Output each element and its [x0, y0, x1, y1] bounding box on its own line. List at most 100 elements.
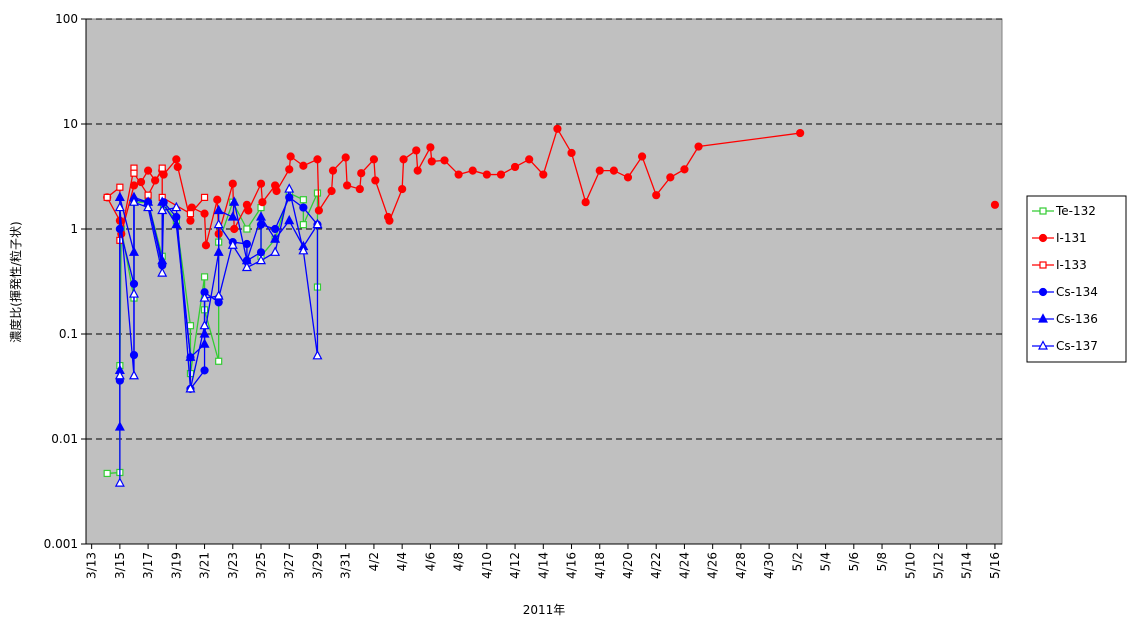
x-tick-label: 4/8 — [452, 552, 466, 571]
marker — [157, 267, 168, 277]
legend-label: Te-132 — [1055, 204, 1096, 218]
marker — [272, 186, 281, 196]
marker — [412, 146, 421, 155]
y-tick-label: 1 — [70, 222, 78, 236]
marker — [258, 198, 267, 207]
marker — [213, 290, 224, 300]
marker — [256, 248, 266, 257]
legend-label: Cs-137 — [1056, 339, 1098, 353]
marker — [114, 370, 125, 380]
y-tick-label: 100 — [55, 12, 78, 26]
marker — [186, 322, 195, 330]
marker — [510, 162, 520, 172]
marker — [413, 166, 422, 175]
marker — [256, 179, 266, 188]
marker — [1038, 233, 1048, 243]
marker — [230, 224, 239, 234]
marker — [256, 211, 267, 221]
marker — [128, 288, 139, 298]
marker — [299, 161, 308, 170]
x-tick-label: 3/23 — [226, 552, 240, 579]
x-tick-label: 5/12 — [931, 552, 945, 579]
marker — [186, 210, 195, 218]
x-tick-label: 4/18 — [593, 552, 607, 579]
x-tick-label: 5/14 — [960, 552, 974, 579]
marker — [482, 170, 491, 179]
marker — [313, 155, 322, 164]
marker — [130, 169, 138, 177]
marker — [581, 198, 590, 207]
marker — [285, 165, 294, 174]
marker — [114, 201, 125, 212]
marker — [1038, 340, 1048, 350]
marker — [213, 204, 224, 215]
legend-label: I-133 — [1056, 258, 1087, 272]
marker — [116, 183, 124, 191]
marker — [623, 173, 633, 182]
x-tick-label: 5/16 — [988, 552, 1002, 579]
marker — [241, 261, 252, 272]
y-tick-label: 10 — [63, 117, 78, 131]
marker — [114, 477, 125, 487]
marker — [328, 166, 338, 175]
x-tick-label: 3/29 — [310, 552, 324, 579]
marker — [128, 370, 139, 380]
marker — [369, 155, 379, 164]
legend-label: I-131 — [1056, 231, 1087, 245]
x-tick-label: 4/16 — [565, 552, 579, 579]
marker — [271, 224, 280, 234]
x-tick-label: 4/22 — [649, 552, 663, 579]
x-tick-label: 4/2 — [367, 552, 381, 571]
marker — [637, 152, 647, 161]
marker — [525, 155, 534, 164]
marker — [468, 166, 477, 175]
marker — [200, 193, 209, 201]
marker — [1038, 313, 1048, 323]
marker — [199, 338, 210, 348]
marker — [595, 166, 604, 175]
marker — [299, 203, 308, 212]
x-tick-label: 3/27 — [282, 552, 296, 579]
marker — [173, 162, 182, 172]
marker — [270, 246, 281, 256]
y-axis-label: 濃度比(揮発性/粒子状) — [8, 221, 23, 342]
marker — [229, 196, 240, 206]
x-tick-label: 4/14 — [536, 552, 550, 579]
marker — [103, 469, 111, 478]
y-tick-label: 0.1 — [59, 327, 78, 341]
marker — [341, 153, 350, 162]
marker — [199, 319, 210, 330]
marker — [286, 152, 295, 161]
marker — [314, 206, 323, 215]
marker — [313, 189, 322, 197]
marker — [243, 225, 251, 233]
marker — [228, 179, 237, 188]
marker — [284, 214, 295, 225]
x-tick-label: 4/6 — [423, 552, 437, 571]
marker — [143, 201, 154, 212]
marker — [609, 166, 618, 175]
marker — [270, 233, 281, 243]
x-axis-label: 2011年 — [523, 603, 566, 617]
x-tick-label: 5/4 — [819, 552, 833, 571]
marker — [694, 142, 703, 151]
marker — [256, 254, 267, 265]
x-tick-label: 4/30 — [762, 552, 776, 579]
marker — [185, 383, 196, 393]
marker — [172, 155, 181, 164]
marker — [213, 218, 224, 229]
marker — [114, 191, 125, 201]
marker — [567, 148, 576, 158]
marker — [385, 216, 394, 225]
x-tick-label: 5/2 — [790, 552, 804, 571]
marker — [1039, 207, 1047, 215]
legend-label: Cs-134 — [1056, 285, 1098, 299]
marker — [213, 195, 222, 204]
x-tick-label: 5/10 — [903, 552, 917, 579]
marker — [666, 173, 675, 182]
x-tick-label: 3/21 — [198, 552, 212, 579]
x-tick-label: 4/28 — [734, 552, 748, 579]
marker — [312, 218, 323, 229]
x-tick-label: 3/13 — [85, 552, 99, 579]
